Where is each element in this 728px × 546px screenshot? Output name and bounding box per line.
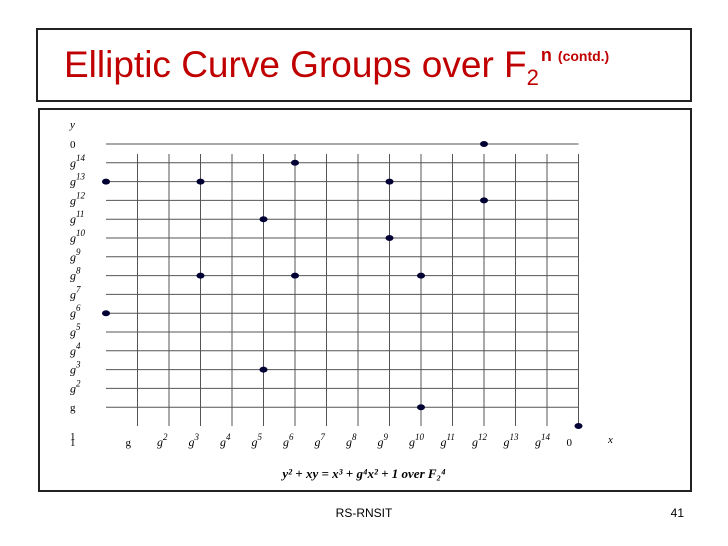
x-tick-label: g xyxy=(126,437,132,449)
y-tick-label: g6 xyxy=(70,303,81,320)
x-tick-label: g14 xyxy=(535,432,551,449)
data-point-0-1 xyxy=(574,423,583,429)
x-tick-label: g7 xyxy=(315,432,326,449)
x-tick-label: g13 xyxy=(504,432,520,449)
x-axis-title: x xyxy=(607,434,613,446)
y-tick-label: g2 xyxy=(70,378,81,395)
x-tick-label: g5 xyxy=(252,432,263,449)
data-point-g12-0 xyxy=(480,141,488,147)
data-point-g6-g14 xyxy=(291,159,299,166)
data-point-g10-g xyxy=(417,404,425,411)
data-point-1-g6 xyxy=(102,310,110,317)
x-tick-label: g8 xyxy=(346,432,357,449)
data-point-g5-g11 xyxy=(259,216,268,223)
y-tick-label: g4 xyxy=(70,341,81,358)
y-tick-label: g10 xyxy=(70,228,86,245)
grid-layer xyxy=(106,143,579,426)
title-subscript: 2 xyxy=(526,65,539,90)
y-tick-label: g13 xyxy=(70,172,86,189)
footer-text: RS-RNSIT xyxy=(335,506,393,520)
x-axis-labels: 1 g g2 g3 g4 g5 g6 g7 g8 g9 g10 g11 g12 g13 g14 0 xyxy=(70,432,573,449)
data-point-g5-g3 xyxy=(259,366,268,373)
x-tick-label: g2 xyxy=(157,432,168,449)
title-box: Elliptic Curve Groups over F2n (contd.) xyxy=(36,28,692,102)
x-tick-label: g12 xyxy=(472,432,488,449)
x-tick-label: g9 xyxy=(378,432,389,449)
data-point-g12-g12 xyxy=(480,197,488,204)
data-point-g9-g10 xyxy=(385,235,394,241)
y-tick-label: g5 xyxy=(70,322,81,339)
title-contd: (contd.) xyxy=(557,48,610,64)
title-main: Elliptic Curve Groups over F xyxy=(64,44,527,85)
x-tick-label: g4 xyxy=(220,432,231,449)
x-tick-label: g11 xyxy=(441,432,455,449)
y-tick-label: g11 xyxy=(70,209,84,226)
y-tick-label: g3 xyxy=(70,360,81,377)
y-tick-label: 0 xyxy=(70,139,76,151)
y-tick-label: g7 xyxy=(70,284,81,301)
data-point-1-g13 xyxy=(102,178,110,185)
x-tick-label: g3 xyxy=(189,432,200,449)
y-tick-label: g xyxy=(70,402,76,414)
x-tick-label: g6 xyxy=(283,432,294,449)
y-tick-label: g9 xyxy=(70,247,81,264)
y-axis-title: y xyxy=(69,119,75,131)
y-tick-label: g8 xyxy=(70,266,81,283)
data-point-g9-g13 xyxy=(385,178,394,185)
x-tick-label: g10 xyxy=(409,432,425,449)
data-point-g10-g8 xyxy=(417,272,425,279)
x-tick-label: 1 xyxy=(70,437,76,449)
title-superscript: n xyxy=(540,45,552,65)
point-layer xyxy=(102,141,583,429)
page-number: 41 xyxy=(670,506,684,520)
y-tick-label: g12 xyxy=(70,190,86,207)
chart-caption: y² + xy = x³ + g⁴x² + 1 over F₂⁴ xyxy=(280,466,446,481)
y-tick-label: g14 xyxy=(70,153,86,170)
y-tick-label: 1 xyxy=(70,431,76,443)
x-tick-label: 0 xyxy=(567,437,573,449)
data-point-g6-g8 xyxy=(291,272,299,279)
chart-frame xyxy=(38,108,692,492)
data-point-g3-g13 xyxy=(196,178,205,185)
data-point-g3-g8 xyxy=(196,272,205,279)
slide-title: Elliptic Curve Groups over F2n (contd.) xyxy=(64,44,609,91)
